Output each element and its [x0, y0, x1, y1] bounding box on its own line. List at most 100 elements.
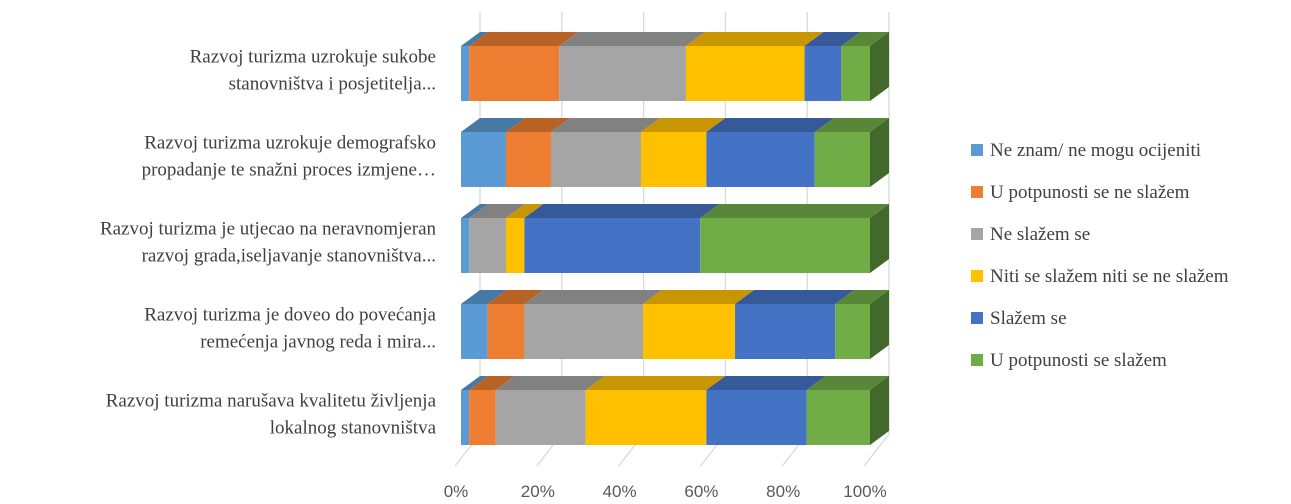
bar-top-face	[524, 290, 663, 304]
bar-front-face	[706, 390, 807, 445]
category-label: Razvoj turizma uzrokuje demografsko propa…	[142, 133, 436, 181]
category-label-line: Razvoj turizma uzrokuje demografsko	[144, 133, 436, 154]
bar-front-face	[495, 390, 586, 445]
bar-front-face	[700, 218, 870, 273]
bar-segment	[640, 118, 726, 187]
bar-front-face	[640, 132, 707, 187]
bar-top-face	[806, 376, 889, 390]
category-label-line: Razvoj turizma je doveo do povećanja	[144, 305, 436, 326]
bar-segment	[804, 32, 861, 101]
bar-side-face	[870, 290, 889, 359]
bar-top-face	[524, 204, 720, 218]
bar-segment	[643, 290, 755, 359]
bar-front-face	[814, 132, 870, 187]
bar-front-face	[505, 132, 551, 187]
bar-front-face	[841, 46, 870, 101]
legend: Ne znam/ ne mogu ocijeniti U potpunosti s…	[971, 140, 1229, 371]
x-tick-label: 0%	[444, 482, 469, 501]
bar-top-face	[461, 376, 489, 390]
bar-front-face	[469, 218, 506, 273]
bar-segment	[524, 290, 663, 359]
x-tick-label: 100%	[843, 482, 886, 501]
bar-segment	[469, 376, 515, 445]
bar-top-face	[550, 118, 660, 132]
bar-segment	[559, 32, 705, 101]
bar-front-face	[461, 304, 488, 359]
bar-segment	[550, 118, 660, 187]
x-tick-label: 80%	[766, 482, 800, 501]
bar-front-face	[469, 390, 496, 445]
bar-segment	[505, 118, 570, 187]
bar-segment	[524, 204, 720, 273]
bar-segment	[706, 376, 826, 445]
bar-front-face	[643, 304, 736, 359]
bar-segment	[735, 290, 855, 359]
bar-top-face	[700, 204, 889, 218]
bar-front-face	[804, 46, 842, 101]
legend-swatch	[971, 270, 983, 282]
category-labels: Razvoj turizma uzrokuje sukobe stanovništ…	[100, 47, 437, 439]
bar-segment	[806, 376, 889, 445]
bar-top-face	[706, 376, 826, 390]
bar-top-face	[461, 118, 525, 132]
bar-top-face	[469, 376, 515, 390]
bar-top-face	[804, 32, 861, 46]
category-label-line: Razvoj turizma narušava kvalitetu življe…	[106, 391, 437, 412]
legend-swatch	[971, 354, 983, 366]
category-label-line: lokalnog stanovništva	[270, 418, 437, 439]
bar-front-face	[685, 46, 805, 101]
bar-front-face	[461, 218, 470, 273]
category-label-line: razvoj grada,iseljavanje stanovništva...	[142, 246, 436, 267]
bar-top-face	[461, 204, 489, 218]
legend-label: Ne slažem se	[990, 224, 1090, 245]
bar-front-face	[461, 390, 470, 445]
bar-segment	[585, 376, 726, 445]
legend-swatch	[971, 144, 983, 156]
bar-top-face	[685, 32, 824, 46]
bar-top-face	[469, 32, 579, 46]
bar-front-face	[524, 304, 644, 359]
category-label-line: Razvoj turizma je utjecao na neravnomjer…	[100, 219, 437, 240]
bar-segment	[469, 204, 525, 273]
bar-front-face	[706, 132, 815, 187]
x-tick-label: 40%	[603, 482, 637, 501]
bars	[461, 32, 889, 445]
bar-side-face	[870, 118, 889, 187]
bar-segment	[685, 32, 824, 101]
bar-front-face	[524, 218, 701, 273]
x-axis-ticks: 0% 20% 40% 60% 80% 100%	[444, 482, 887, 501]
bar-front-face	[559, 46, 686, 101]
bar-segment	[487, 290, 544, 359]
bar-top-face	[735, 290, 855, 304]
bar-front-face	[835, 304, 870, 359]
bar-front-face	[461, 132, 506, 187]
bar-top-face	[814, 118, 889, 132]
bar-segment	[461, 118, 525, 187]
bar-segment	[814, 118, 889, 187]
bar-front-face	[585, 390, 707, 445]
legend-label: U potpunosti se slažem	[990, 350, 1167, 371]
bar-segment	[700, 204, 889, 273]
bar-segment	[495, 376, 605, 445]
bar-top-face	[505, 204, 544, 218]
legend-swatch	[971, 312, 983, 324]
bar-segment	[469, 32, 579, 101]
category-label: Razvoj turizma uzrokuje sukobe stanovništ…	[190, 47, 436, 95]
bar-front-face	[505, 218, 525, 273]
bar-top-face	[487, 290, 544, 304]
bar-side-face	[870, 376, 889, 445]
bar-top-face	[643, 290, 755, 304]
category-label: Razvoj turizma narušava kvalitetu življe…	[106, 391, 437, 439]
bar-segment	[835, 290, 889, 359]
bar-front-face	[550, 132, 641, 187]
bar-segment	[461, 290, 507, 359]
legend-swatch	[971, 186, 983, 198]
legend-label: Slažem se	[990, 308, 1067, 329]
bar-top-face	[495, 376, 605, 390]
bar-front-face	[487, 304, 525, 359]
legend-label: U potpunosti se ne slažem	[990, 182, 1190, 203]
bar-top-face	[841, 32, 889, 46]
bar-top-face	[469, 204, 525, 218]
bar-front-face	[469, 46, 560, 101]
